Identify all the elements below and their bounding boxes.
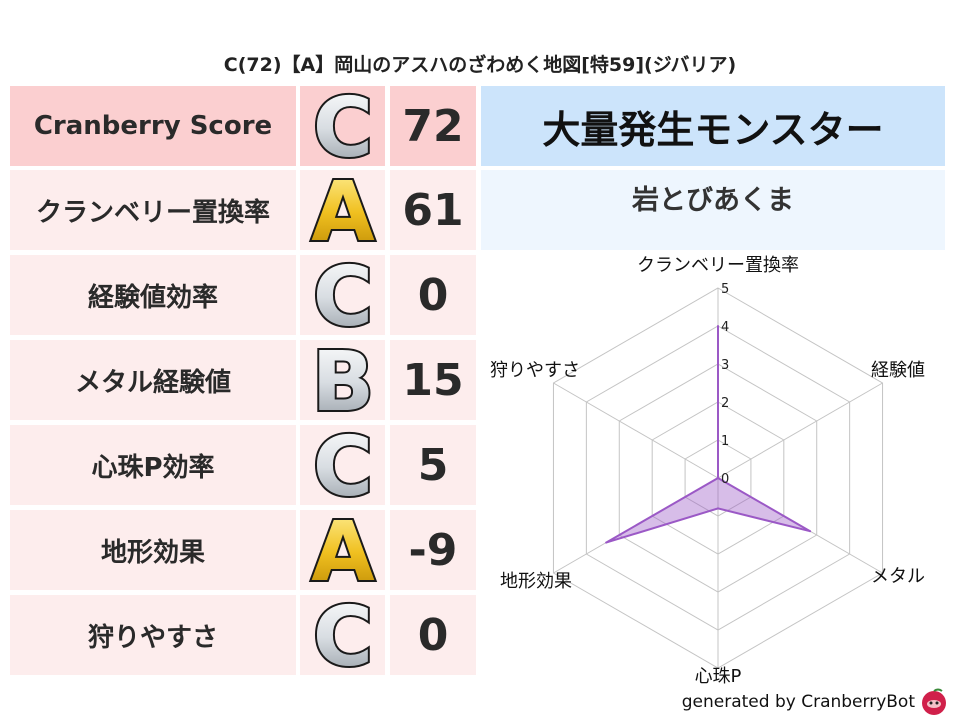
grade-letter: C bbox=[312, 86, 372, 166]
tick-label: 4 bbox=[721, 320, 729, 335]
row-score: 15 bbox=[390, 340, 476, 420]
tick-label: 5 bbox=[721, 282, 729, 297]
axis-label: 心珠P bbox=[695, 666, 742, 687]
grade-badge: C bbox=[300, 86, 385, 166]
axis-label: クランベリー置換率 bbox=[637, 255, 799, 276]
row-score: 61 bbox=[390, 170, 476, 250]
grade-badge: A bbox=[300, 170, 385, 250]
data-point bbox=[717, 507, 719, 510]
grade-badge: A bbox=[300, 510, 385, 590]
row-label: 地形効果 bbox=[10, 510, 296, 590]
tick-label: 3 bbox=[721, 358, 729, 373]
row-label: 経験値効率 bbox=[10, 255, 296, 335]
axis-label: 地形効果 bbox=[500, 571, 572, 592]
grid-spoke bbox=[717, 382, 883, 479]
grade-badge: C bbox=[300, 425, 385, 505]
row-label: 心珠P効率 bbox=[10, 425, 296, 505]
page-title: C(72)【A】岡山のアスハのざわめく地図[特59](ジバリア) bbox=[223, 54, 737, 76]
data-point bbox=[717, 477, 719, 479]
grade-letter: C bbox=[312, 425, 372, 505]
grade-letter: C bbox=[312, 595, 372, 675]
row-label: Cranberry Score bbox=[10, 86, 296, 166]
axis-label: 狩りやすさ bbox=[490, 360, 580, 381]
tick-label: 1 bbox=[721, 434, 729, 449]
data-point bbox=[717, 325, 719, 327]
row-score: 0 bbox=[390, 595, 476, 675]
monster-name: 岩とびあくま bbox=[481, 170, 945, 250]
grade-letter: C bbox=[312, 255, 372, 335]
row-label: クランベリー置換率 bbox=[10, 170, 296, 250]
grid-spoke bbox=[553, 382, 719, 479]
row-score: -9 bbox=[390, 510, 476, 590]
data-point bbox=[809, 530, 812, 533]
grade-letter: A bbox=[311, 170, 375, 250]
cranberry-logo-icon bbox=[922, 688, 946, 715]
row-score: 5 bbox=[390, 425, 476, 505]
tick-label: 2 bbox=[721, 396, 729, 411]
data-point bbox=[605, 541, 608, 544]
grade-letter: B bbox=[311, 340, 374, 420]
grade-letter: A bbox=[311, 510, 375, 590]
grade-badge: C bbox=[300, 595, 385, 675]
grade-badge: C bbox=[300, 255, 385, 335]
footer-credit: generated by CranberryBot bbox=[681, 692, 915, 712]
row-score: 72 bbox=[390, 86, 476, 166]
monster-header: 大量発生モンスター bbox=[481, 86, 945, 166]
tick-label: 0 bbox=[721, 472, 729, 487]
row-score: 0 bbox=[390, 255, 476, 335]
data-polygon bbox=[605, 326, 811, 544]
axis-label: メタル bbox=[871, 566, 925, 587]
axis-label: 経験値 bbox=[871, 360, 925, 381]
row-label: 狩りやすさ bbox=[10, 595, 296, 675]
row-label: メタル経験値 bbox=[10, 340, 296, 420]
grade-badge: B bbox=[300, 340, 385, 420]
